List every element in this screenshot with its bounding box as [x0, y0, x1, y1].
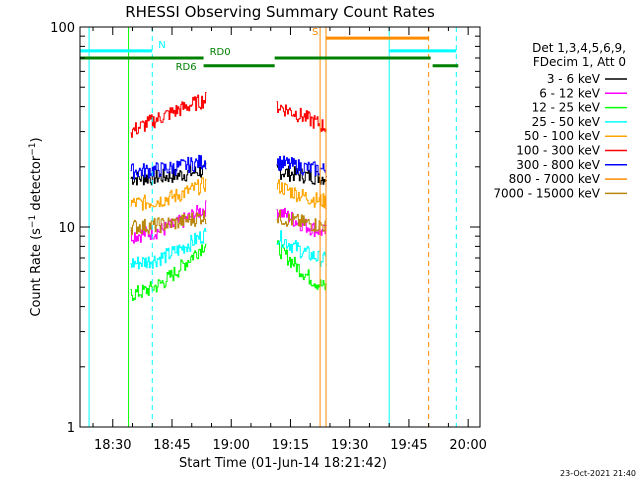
series-segment — [130, 210, 207, 236]
series-segment — [276, 179, 327, 209]
series-segment — [276, 209, 327, 233]
legend-label: 6 - 12 keV — [539, 86, 601, 100]
data-layer — [130, 92, 327, 301]
series-segment — [130, 177, 207, 211]
flag-label: N — [158, 40, 165, 51]
flag-label: RD6 — [176, 62, 197, 73]
legend-label: 3 - 6 keV — [547, 72, 601, 86]
x-tick-label: 19:00 — [212, 438, 249, 453]
series-segment — [130, 92, 207, 138]
legend-label: 25 - 50 keV — [532, 115, 601, 129]
series-segment — [276, 155, 327, 178]
legend-label: 7000 - 15000 keV — [493, 186, 600, 200]
series-line — [130, 228, 327, 270]
flag-layer: N S RD0 RD6 — [80, 27, 459, 73]
series-segment — [130, 162, 207, 186]
series-segment — [276, 207, 327, 237]
marker-layer — [88, 27, 457, 427]
footer-date: 23-Oct-2021 21:40 — [560, 469, 636, 478]
y-tick-label: 10 — [58, 221, 75, 236]
legend-label: 50 - 100 keV — [524, 129, 601, 143]
x-tick-label: 19:45 — [390, 438, 427, 453]
x-tick-label: 20:00 — [449, 438, 486, 453]
flag-label: RD0 — [210, 47, 231, 58]
x-tick-label: 18:45 — [153, 438, 190, 453]
series-segment — [130, 154, 207, 180]
flag-label: S — [312, 27, 318, 38]
legend-header-line-2: FDecim 1, Att 0 — [533, 55, 626, 69]
series-line — [130, 92, 327, 138]
series-line — [130, 240, 327, 301]
y-axis: 1 10 100 — [50, 21, 480, 436]
series-line — [130, 200, 327, 244]
series-segment — [276, 230, 327, 267]
series-line — [130, 177, 327, 211]
legend-label: 800 - 7000 keV — [509, 172, 601, 186]
legend-label: 100 - 300 keV — [516, 144, 600, 158]
y-tick-label: 100 — [50, 21, 75, 36]
chart-title: RHESSI Observing Summary Count Rates — [125, 3, 435, 21]
y-tick-label: 1 — [67, 421, 75, 436]
series-line — [130, 154, 327, 180]
x-axis-label: Start Time (01-Jun-14 18:21:42) — [179, 456, 387, 471]
series-line — [130, 209, 327, 236]
x-axis: 18:30 18:45 19:00 19:15 19:30 19:45 20:00 — [92, 27, 487, 453]
series-segment — [130, 228, 207, 270]
legend: Det 1,3,4,5,6,9, FDecim 1, Att 0 3 - 6 k… — [493, 41, 627, 200]
x-tick-label: 18:30 — [94, 438, 131, 453]
legend-label: 300 - 800 keV — [516, 158, 600, 172]
series-segment — [276, 240, 327, 291]
series-segment — [276, 101, 327, 133]
x-tick-label: 19:15 — [272, 438, 309, 453]
legend-label: 12 - 25 keV — [532, 101, 601, 115]
y-axis-label: Count Rate (s−1 detector−1) — [28, 137, 44, 316]
series-segment — [130, 243, 207, 301]
legend-header-line-1: Det 1,3,4,5,6,9, — [532, 41, 626, 55]
x-tick-label: 19:30 — [331, 438, 368, 453]
